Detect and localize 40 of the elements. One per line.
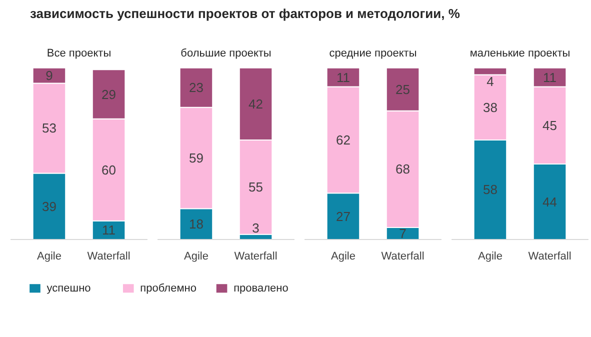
data-label: 44 [542, 194, 558, 210]
data-label: 53 [42, 120, 56, 136]
data-label: 23 [188, 80, 204, 96]
x-tick-label: Waterfall [234, 250, 278, 262]
x-tick-label: Agile [330, 250, 356, 262]
data-label: 62 [336, 132, 350, 148]
data-label: 42 [248, 96, 264, 112]
x-tick-label: Waterfall [381, 250, 424, 262]
x-tick-label: Agile [184, 250, 208, 262]
text: зависимость успешности проектов от факторов и методологии, % [30, 5, 460, 23]
data-label: 45 [542, 118, 558, 133]
data-label: 29 [102, 86, 116, 102]
chart-subtitle: средние проекты [329, 48, 417, 60]
legend-label: провалено [234, 282, 288, 294]
chart-subtitle: большие проекты [180, 48, 272, 60]
data-label: 9 [46, 68, 53, 84]
data-label: 39 [42, 198, 56, 214]
data-label: 27 [336, 208, 350, 224]
data-label: 59 [188, 150, 204, 166]
data-label: 38 [482, 100, 498, 115]
chart-subtitle: маленькие проекты [470, 48, 570, 60]
data-label: 3 [252, 220, 260, 236]
data-label: 58 [482, 182, 498, 198]
data-label: 11 [336, 70, 350, 85]
x-tick-label: Agile [36, 250, 62, 262]
data-label: 11 [543, 70, 557, 85]
data-label: 4 [486, 74, 494, 89]
data-label: 60 [102, 162, 116, 178]
x-tick-label: Waterfall [87, 250, 130, 262]
data-label: 18 [188, 216, 204, 232]
data-label: 11 [102, 222, 116, 238]
data-label: 7 [399, 226, 406, 241]
x-tick-label: Waterfall [528, 250, 572, 262]
chart-subtitle: Все проекты [46, 48, 112, 60]
legend-label: успешно [46, 282, 91, 294]
data-label: 68 [396, 162, 410, 177]
x-tick-label: Agile [478, 250, 502, 262]
data-label: 55 [248, 180, 264, 195]
data-label: 25 [396, 82, 410, 97]
legend-label: проблемно [140, 282, 196, 294]
